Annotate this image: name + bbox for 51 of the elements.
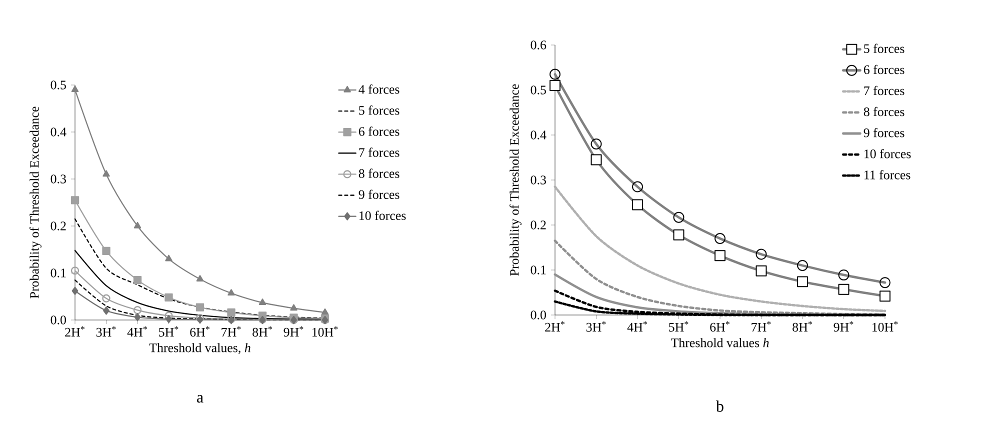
legend-label: 5 forces bbox=[864, 44, 904, 54]
y-tick-label: 0.1 bbox=[530, 266, 546, 274]
y-axis-title: Probability of Threshold Exceedance bbox=[30, 106, 42, 298]
x-tick-label: 4H$^{*}$ bbox=[627, 321, 648, 332]
x-tick-label: 5H$^{*}$ bbox=[159, 326, 178, 337]
legend-label: 6 forces bbox=[864, 64, 904, 74]
x-tick-label: 4H$^{*}$ bbox=[127, 326, 147, 336]
y-tick-label: 0.4 bbox=[50, 128, 66, 136]
x-tick-label: 9H$^{*}$ bbox=[834, 321, 854, 332]
x-tick-label: 7H$^{*}$ bbox=[752, 321, 771, 332]
legend-label: 5 forces bbox=[359, 106, 400, 115]
y-tick-label: 0.6 bbox=[530, 40, 546, 50]
y-tick-label: 0.3 bbox=[50, 174, 66, 184]
y-tick-label: 0.2 bbox=[50, 222, 66, 230]
legend-label: 7 forces bbox=[864, 86, 904, 96]
x-tick-label: 7H$^{*}$ bbox=[222, 326, 241, 336]
legend-label: 9 forces bbox=[864, 128, 904, 138]
x-tick-label: 6H$^{*}$ bbox=[710, 321, 730, 332]
x-tick-label: 3H$^{*}$ bbox=[586, 321, 606, 332]
x-tick-label: 8H$^{*}$ bbox=[792, 321, 812, 332]
x-tick-label: 6H$^{*}$ bbox=[190, 326, 210, 337]
legend-label: 10 forces bbox=[864, 149, 911, 158]
legend-label: 7 forces bbox=[359, 148, 400, 157]
y-tick-label: 0.3 bbox=[530, 176, 546, 184]
legend-label: 6 forces bbox=[358, 126, 400, 136]
y-tick-label: 0.5 bbox=[530, 86, 546, 94]
legend-label: 10 forces bbox=[360, 210, 406, 220]
y-tick-label: 0.2 bbox=[530, 220, 546, 230]
x-tick-label: 9H$^{*}$ bbox=[284, 326, 304, 337]
x-tick-label: 8H$^{*}$ bbox=[252, 326, 272, 337]
legend-label: 8 forces bbox=[358, 168, 400, 178]
x-tick-label: 2H$^{*}$ bbox=[65, 326, 84, 336]
y-tick-label: 0.1 bbox=[50, 268, 66, 278]
text: b bbox=[716, 400, 724, 412]
legend-label: 4 forces bbox=[358, 84, 400, 94]
x-tick-label: 10H$^{*}$ bbox=[312, 326, 338, 337]
x-tick-label: 10H$^{*}$ bbox=[872, 321, 898, 332]
legend-label: 11 forces bbox=[864, 170, 910, 180]
y-tick-label: 0.4 bbox=[530, 130, 546, 140]
text: a bbox=[197, 395, 204, 403]
x-axis-title: Threshold values h bbox=[670, 338, 769, 348]
x-tick-label: 3H$^{*}$ bbox=[96, 326, 116, 337]
x-tick-label: 5H$^{*}$ bbox=[669, 321, 688, 332]
y-tick-label: 0.5 bbox=[50, 80, 66, 90]
x-axis-title: Threshold values, h bbox=[149, 343, 250, 354]
y-tick-label: 0.0 bbox=[530, 310, 546, 320]
legend-label: 8 forces bbox=[864, 106, 904, 116]
x-tick-label: 2H$^{*}$ bbox=[545, 321, 565, 332]
legend-label: 9 forces bbox=[358, 190, 400, 199]
y-axis-title: Probability of Threshold Exceedance bbox=[510, 84, 522, 276]
y-tick-label: 0.0 bbox=[50, 316, 66, 324]
